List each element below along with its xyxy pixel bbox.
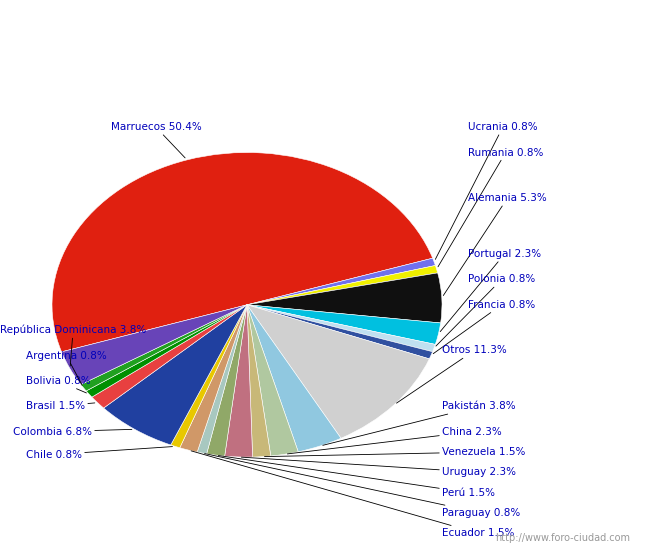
Wedge shape [52,152,433,352]
Wedge shape [86,305,247,397]
Text: Paraguay 0.8%: Paraguay 0.8% [205,454,520,518]
Text: China 2.3%: China 2.3% [287,427,502,454]
Text: Venezuela 1.5%: Venezuela 1.5% [265,447,525,457]
Text: Ucrania 0.8%: Ucrania 0.8% [436,122,538,260]
Wedge shape [62,305,247,384]
Text: Francia 0.8%: Francia 0.8% [434,300,535,354]
Text: Otros 11.3%: Otros 11.3% [396,345,507,403]
Text: Ecuador 1.5%: Ecuador 1.5% [191,451,514,538]
Text: Pakistán 3.8%: Pakistán 3.8% [323,402,515,446]
Wedge shape [247,305,429,438]
Wedge shape [247,258,436,305]
Text: Portugal 2.3%: Portugal 2.3% [440,249,541,332]
Text: Perú 1.5%: Perú 1.5% [218,455,495,498]
Text: Brasil 1.5%: Brasil 1.5% [26,402,95,411]
Wedge shape [92,305,247,408]
Text: Polonia 0.8%: Polonia 0.8% [436,274,535,346]
Wedge shape [247,305,341,452]
Wedge shape [171,305,247,448]
Wedge shape [247,305,441,344]
Wedge shape [207,305,247,456]
Wedge shape [247,273,442,323]
Text: Marruecos 50.4%: Marruecos 50.4% [111,122,202,158]
Wedge shape [81,305,247,391]
Text: Colombia 6.8%: Colombia 6.8% [13,427,132,437]
Wedge shape [180,305,247,452]
Wedge shape [197,305,247,454]
Text: Chile 0.8%: Chile 0.8% [26,447,172,460]
Wedge shape [103,305,247,445]
Wedge shape [247,305,432,359]
Text: Rumania 0.8%: Rumania 0.8% [438,147,543,267]
Wedge shape [225,305,253,457]
Text: Montehermoso - Habitantes nacidos en el extranjero segun pais - 2022: Montehermoso - Habitantes nacidos en el … [103,12,547,24]
Wedge shape [247,305,271,457]
Wedge shape [247,266,437,305]
Wedge shape [247,305,298,456]
Text: Bolivia 0.8%: Bolivia 0.8% [26,376,90,393]
Wedge shape [247,305,436,351]
Text: http://www.foro-ciudad.com: http://www.foro-ciudad.com [495,533,630,543]
Text: Argentina 0.8%: Argentina 0.8% [26,350,107,386]
Text: Alemania 5.3%: Alemania 5.3% [443,193,547,295]
Text: Uruguay 2.3%: Uruguay 2.3% [241,457,516,477]
Text: República Dominicana 3.8%: República Dominicana 3.8% [0,325,146,366]
